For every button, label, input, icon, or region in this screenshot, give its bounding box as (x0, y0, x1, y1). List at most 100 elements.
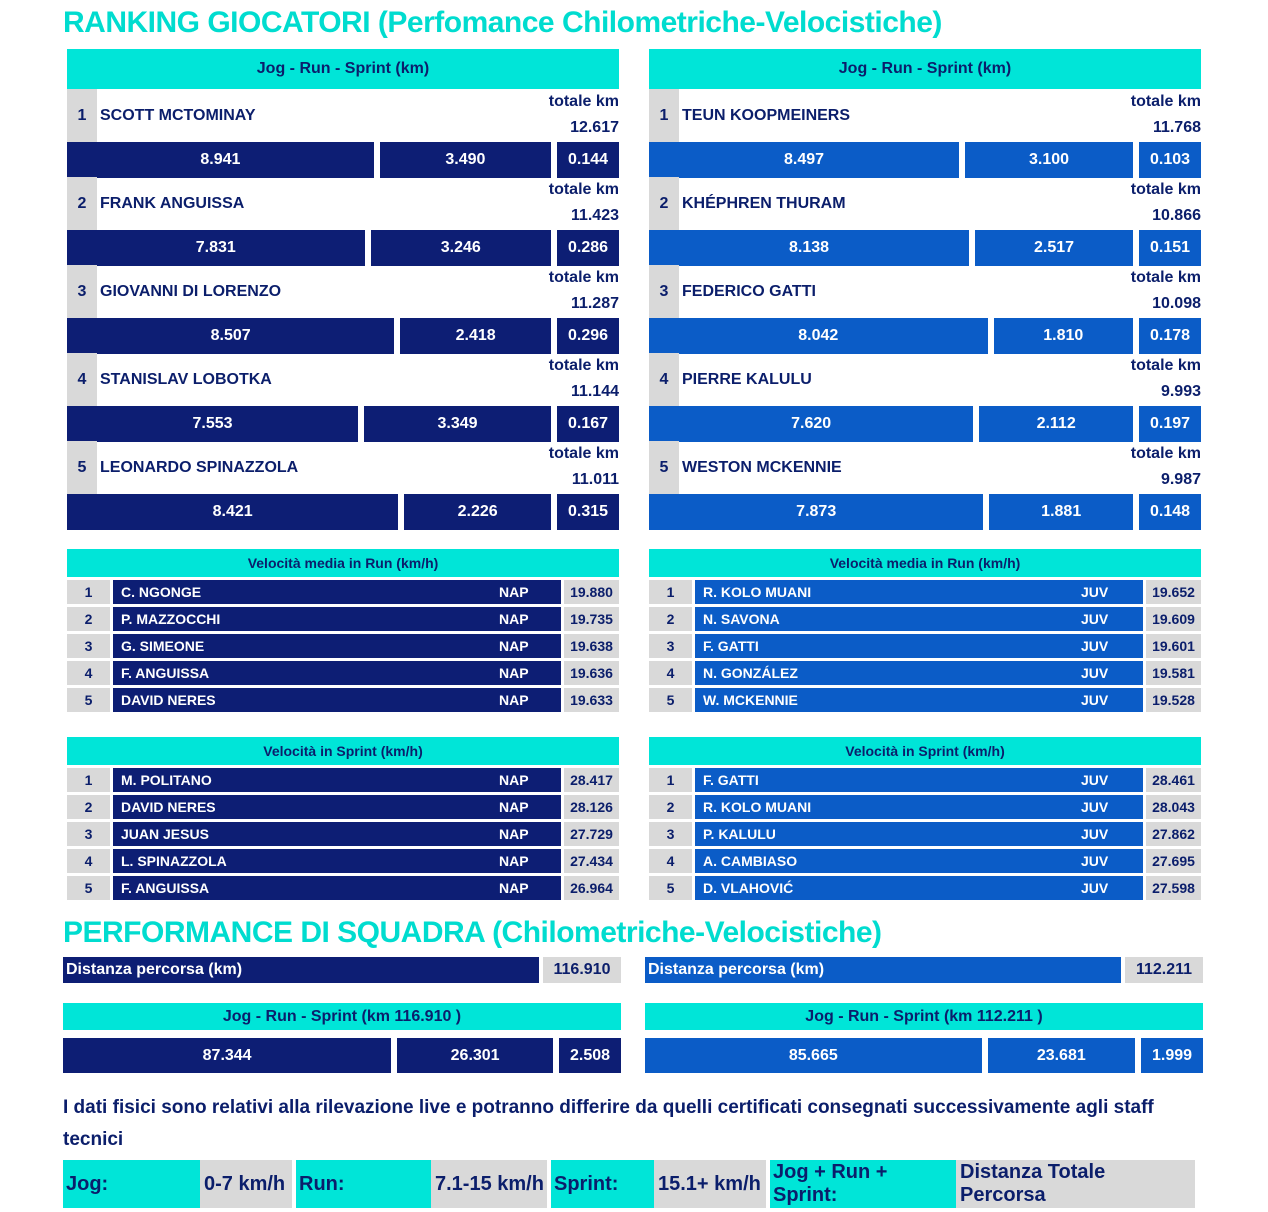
player-row: 2 FRANK ANGUISSA totale km 11.423 (67, 177, 619, 230)
player-name: F. ANGUISSA (121, 665, 210, 681)
jog-bar: 8.138 (649, 230, 970, 266)
player-rank: 5 (67, 441, 97, 494)
player-name: DAVID NERES (121, 799, 216, 815)
speed-header: Velocità in Sprint (km/h) (649, 737, 1201, 765)
player-name: WESTON MCKENNIE (682, 458, 842, 476)
total-value: 11.423 (570, 207, 619, 224)
km-bars: 8.497 3.100 0.103 (649, 142, 1201, 178)
jog-bar: 7.553 (67, 406, 359, 442)
sprint-bar: 0.148 (1139, 494, 1201, 530)
row-player: F. GATTI JUV (695, 634, 1143, 658)
row-player: P. MAZZOCCHI NAP (113, 607, 561, 631)
row-player: N. GONZÁLEZ JUV (695, 661, 1143, 685)
table-row: 5 W. MCKENNIE JUV 19.528 (649, 688, 1201, 712)
run-bar: 3.246 (370, 230, 551, 266)
row-player: C. NGONGE NAP (113, 580, 561, 604)
team-code: JUV (1081, 584, 1109, 600)
row-player: W. MCKENNIE JUV (695, 688, 1143, 712)
jog-bar: 8.507 (67, 318, 395, 354)
row-value: 19.652 (1146, 580, 1201, 604)
row-rank: 4 (67, 849, 110, 873)
team-code: NAP (499, 772, 529, 788)
player-total: totale km 11.011 (549, 441, 619, 494)
row-value: 19.528 (1146, 688, 1201, 712)
team-km-header: Jog - Run - Sprint (km 112.211 ) (645, 1003, 1203, 1030)
player-name: GIOVANNI DI LORENZO (100, 282, 282, 300)
table-row: 1 R. KOLO MUANI JUV 19.652 (649, 580, 1201, 604)
table-row: 3 G. SIMEONE NAP 19.638 (67, 634, 619, 658)
legend-key: Jog: (63, 1160, 200, 1208)
speed-header: Velocità in Sprint (km/h) (67, 737, 619, 765)
player-name: KHÉPHREN THURAM (682, 194, 846, 212)
player-row: 5 LEONARDO SPINAZZOLA totale km 11.011 (67, 441, 619, 494)
table-row: 4 F. ANGUISSA NAP 19.636 (67, 661, 619, 685)
team-code: JUV (1081, 638, 1109, 654)
total-label: totale km (1130, 357, 1201, 374)
legend-value: 15.1+ km/h (654, 1160, 766, 1208)
row-rank: 2 (649, 607, 692, 631)
row-value: 27.434 (564, 849, 619, 873)
table-row: 2 N. SAVONA JUV 19.609 (649, 607, 1201, 631)
sprint-bar: 0.144 (557, 142, 619, 178)
row-player: DAVID NERES NAP (113, 688, 561, 712)
sprint-bar: 1.999 (1141, 1038, 1203, 1073)
player-rank: 1 (67, 89, 97, 142)
player-card: 1 SCOTT MCTOMINAY totale km 12.617 8.941 3.49… (67, 89, 619, 178)
distance-label: Distanza percorsa (km) (63, 957, 539, 983)
run-bar: 2.226 (404, 494, 551, 530)
sprint-bar: 2.508 (559, 1038, 621, 1073)
player-rank: 5 (649, 441, 679, 494)
row-rank: 3 (649, 634, 692, 658)
table-row: 5 F. ANGUISSA NAP 26.964 (67, 876, 619, 900)
km-bars: 8.042 1.810 0.178 (649, 318, 1201, 354)
player-name: TEUN KOOPMEINERS (682, 106, 851, 124)
table-row: 4 N. GONZÁLEZ JUV 19.581 (649, 661, 1201, 685)
total-value: 10.866 (1152, 207, 1201, 224)
team-code: NAP (499, 638, 529, 654)
run-speed-home: Velocità media in Run (km/h) 1 C. NGONGE NA… (67, 549, 619, 712)
row-value: 26.964 (564, 876, 619, 900)
row-player: DAVID NERES NAP (113, 795, 561, 819)
page-title: RANKING GIOCATORI (Perfomance Chilometri… (63, 6, 942, 39)
total-value: 11.144 (570, 383, 619, 400)
row-value: 28.043 (1146, 795, 1201, 819)
total-value: 9.993 (1160, 383, 1201, 400)
legend-value: Distanza Totale Percorsa (956, 1160, 1195, 1208)
player-name: PIERRE KALULU (682, 370, 812, 388)
table-row: 3 P. KALULU JUV 27.862 (649, 822, 1201, 846)
player-card: 4 PIERRE KALULU totale km 9.993 7.620 2.112 0.… (649, 353, 1201, 442)
team-code: JUV (1081, 692, 1109, 708)
total-value: 12.617 (570, 119, 619, 136)
distance-row: Distanza percorsa (km) 112.211 (645, 957, 1203, 983)
run-bar: 3.490 (379, 142, 551, 178)
row-player: D. VLAHOVIĆ JUV (695, 876, 1143, 900)
team-code: JUV (1081, 772, 1109, 788)
legend-key: Jog + Run + Sprint: (770, 1160, 956, 1208)
team-code: NAP (499, 853, 529, 869)
distance-row: Distanza percorsa (km) 116.910 (63, 957, 621, 983)
player-total: totale km 11.768 (1131, 89, 1201, 142)
team-code: NAP (499, 692, 529, 708)
player-name: FRANK ANGUISSA (100, 194, 245, 212)
table-row: 1 F. GATTI JUV 28.461 (649, 768, 1201, 792)
player-total: totale km 12.617 (549, 89, 619, 142)
legend-key: Sprint: (551, 1160, 654, 1208)
player-rank: 4 (67, 353, 97, 406)
row-value: 19.609 (1146, 607, 1201, 631)
player-total: totale km 9.993 (1131, 353, 1201, 406)
team-code: JUV (1081, 826, 1109, 842)
total-value: 11.011 (571, 471, 619, 488)
row-player: JUAN JESUS NAP (113, 822, 561, 846)
row-rank: 5 (649, 688, 692, 712)
player-rank: 4 (649, 353, 679, 406)
player-row: 3 GIOVANNI DI LORENZO totale km 11.287 (67, 265, 619, 318)
player-card: 5 LEONARDO SPINAZZOLA totale km 11.011 8.421… (67, 441, 619, 530)
player-rank: 3 (649, 265, 679, 318)
km-bars: 7.620 2.112 0.197 (649, 406, 1201, 442)
player-name: C. NGONGE (121, 584, 202, 600)
run-speed-away: Velocità media in Run (km/h) 1 R. KOLO MUA… (649, 549, 1201, 712)
total-label: totale km (1130, 269, 1201, 286)
player-name: R. KOLO MUANI (703, 584, 812, 600)
row-rank: 2 (649, 795, 692, 819)
sprint-bar: 0.103 (1139, 142, 1201, 178)
